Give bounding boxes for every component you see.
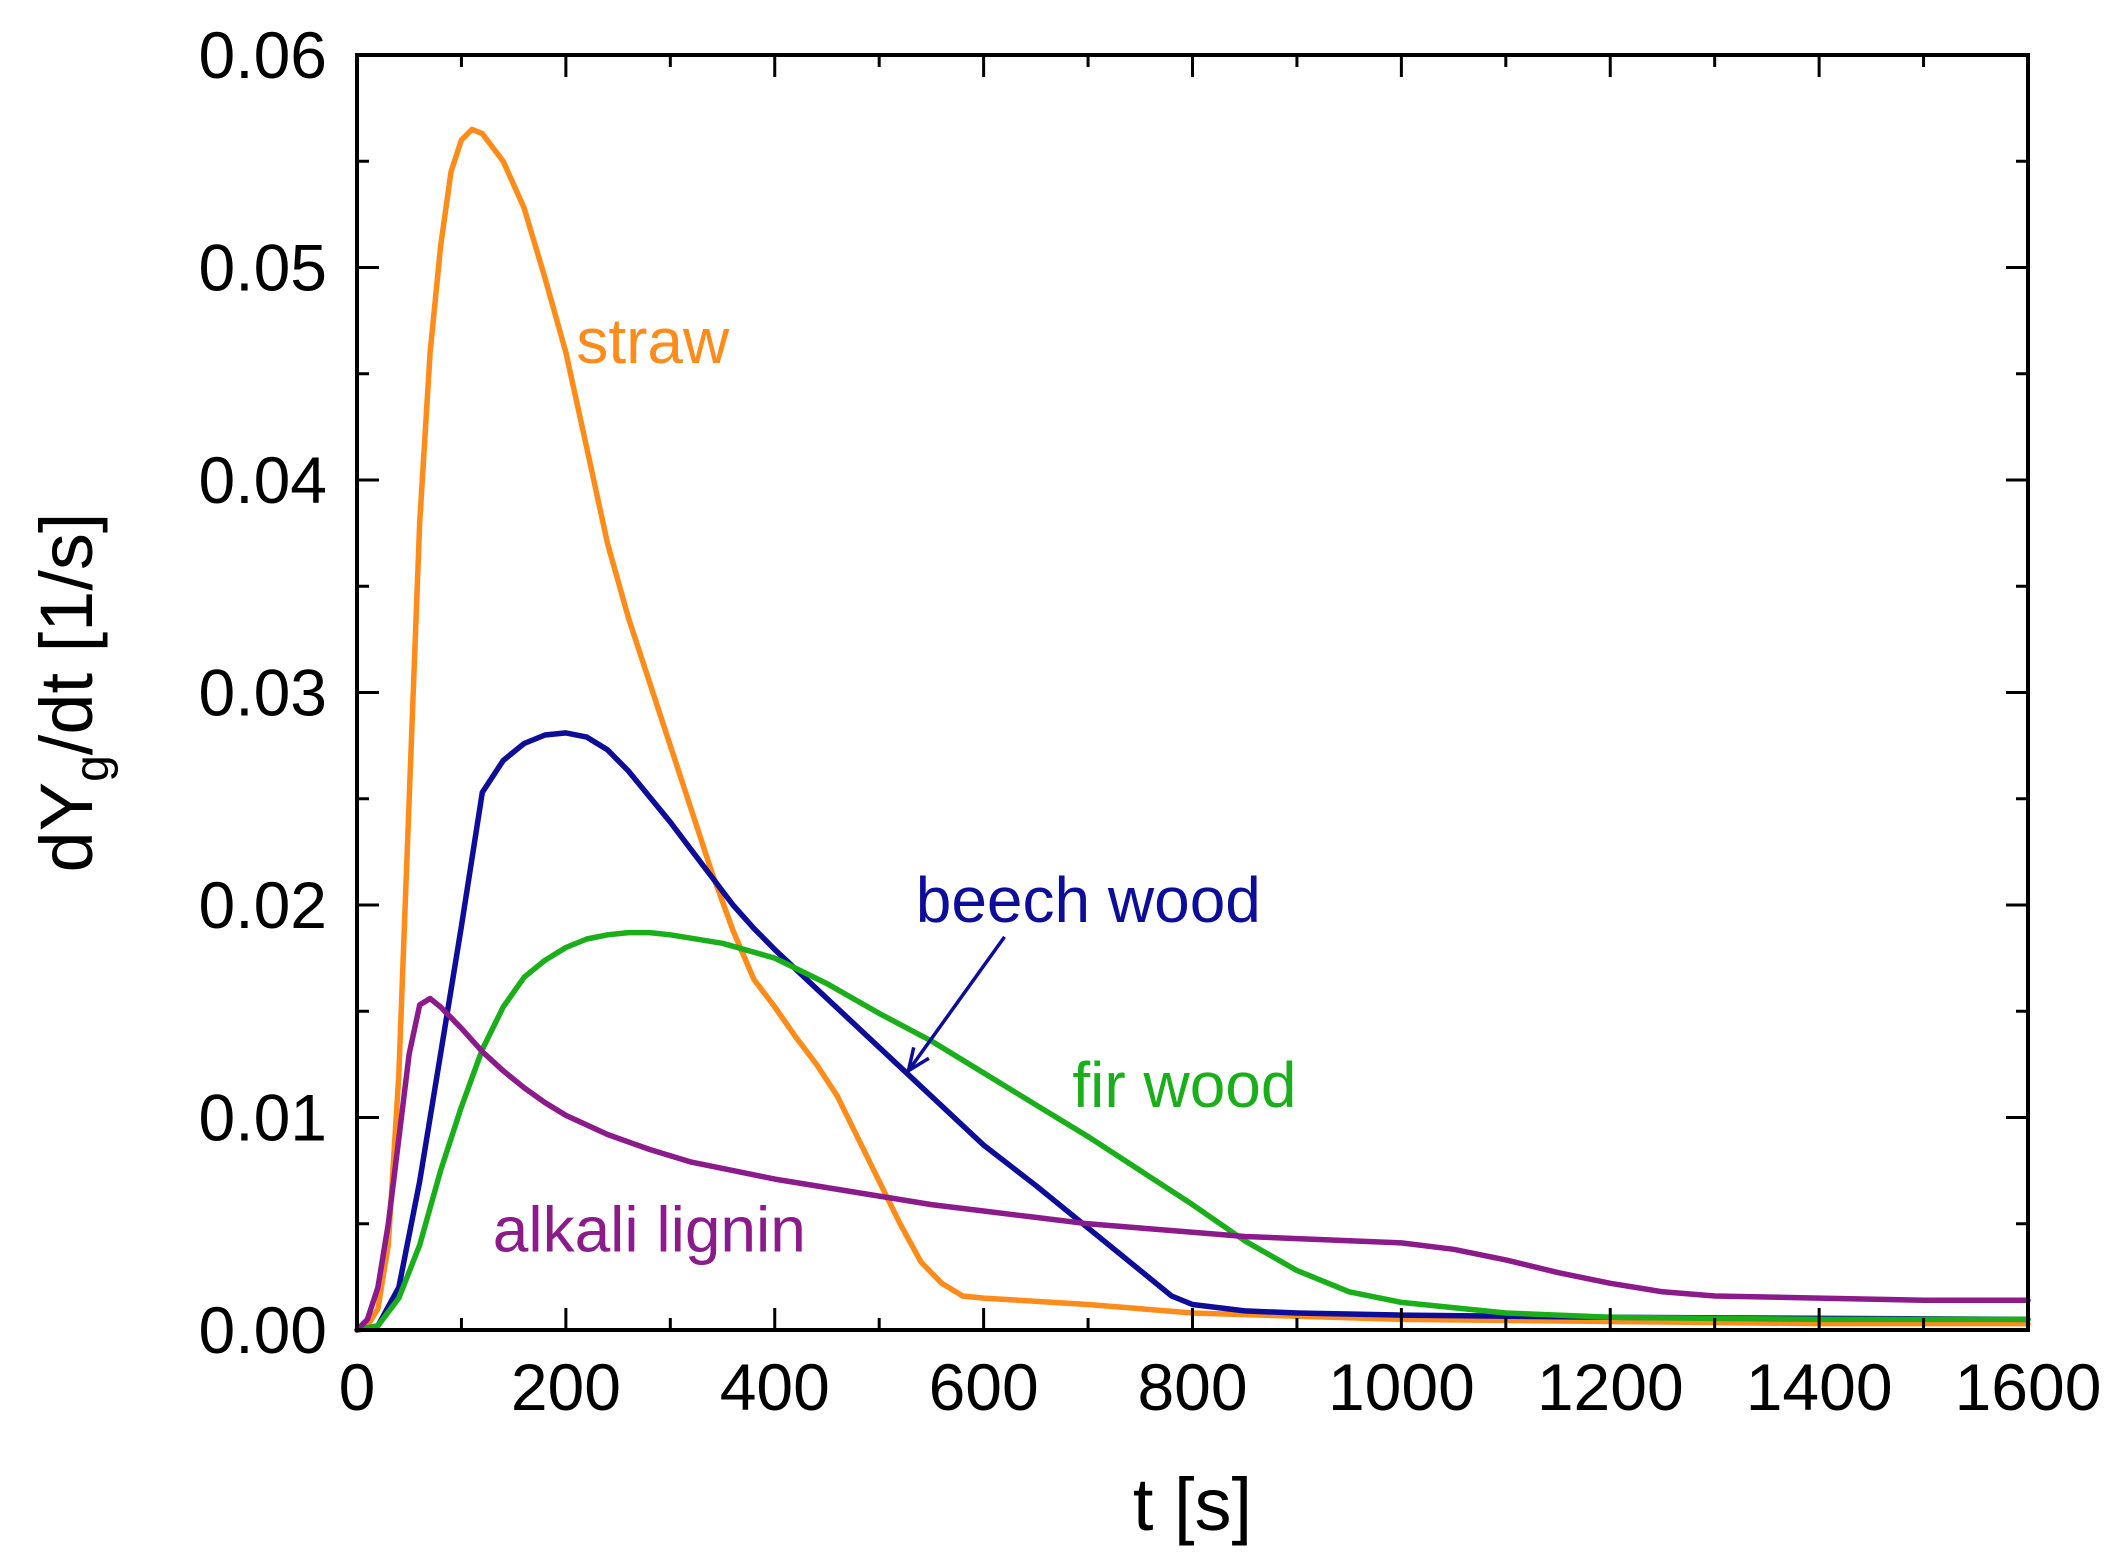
x-tick-label: 1200 <box>1537 1350 1684 1424</box>
x-tick-label: 1600 <box>1955 1350 2102 1424</box>
annotation-arrow-head <box>905 1046 930 1075</box>
y-tick-label: 0.04 <box>199 443 327 517</box>
y-axis-title-subscript: g <box>66 755 119 782</box>
x-tick-label: 600 <box>929 1350 1039 1424</box>
annotation-arrow-line <box>907 935 1006 1072</box>
series-label-straw: straw <box>576 305 730 377</box>
y-axis-title-suffix: /dt [1/s] <box>25 513 108 756</box>
y-tick-label: 0.06 <box>199 18 327 92</box>
y-axis-title-prefix: dY <box>25 782 108 873</box>
series-line-beech-wood <box>354 730 2031 1333</box>
series-line-fir-wood <box>354 929 2031 1333</box>
series-label-fir-wood: fir wood <box>1072 1049 1296 1121</box>
x-tick-label: 1400 <box>1746 1350 1893 1424</box>
x-tick-label: 1000 <box>1328 1350 1475 1424</box>
x-axis-title: t [s] <box>1133 1463 1252 1546</box>
series-line-straw <box>354 126 2031 1333</box>
y-tick-label: 0.05 <box>199 231 327 305</box>
x-tick-label: 0 <box>339 1350 376 1424</box>
ticks-layer <box>355 53 2030 1332</box>
series-labels-layer: straw beech wood fir wood alkali lignin <box>493 305 1297 1265</box>
series-label-alkali-lignin: alkali lignin <box>493 1193 806 1265</box>
y-tick-label: 0.02 <box>199 868 327 942</box>
x-tick-label: 200 <box>511 1350 621 1424</box>
y-tick-label: 0.00 <box>199 1293 327 1367</box>
series-layer <box>354 126 2031 1333</box>
y-tick-label: 0.03 <box>199 656 327 730</box>
x-tick-label: 400 <box>720 1350 830 1424</box>
plot-frame <box>355 53 2030 1332</box>
series-line-alkali-lignin <box>354 995 2031 1333</box>
annotation-layer <box>905 935 1006 1075</box>
tick-labels-layer: 0 200 400 600 800 1000 1200 1400 1600 0.00 0.01 0.0… <box>199 18 2102 1424</box>
y-axis-title: dYg/dt [1/s] <box>25 513 119 873</box>
series-label-beech-wood: beech wood <box>916 864 1261 936</box>
y-tick-label: 0.01 <box>199 1081 327 1155</box>
x-tick-label: 800 <box>1137 1350 1247 1424</box>
